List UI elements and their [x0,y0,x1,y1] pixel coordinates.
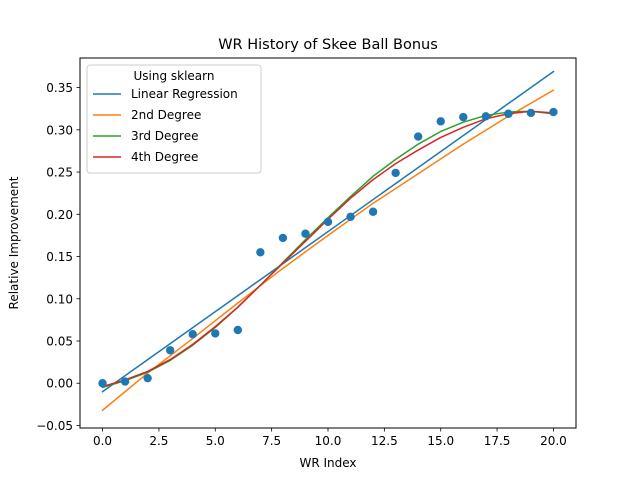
data-point [413,132,423,141]
x-tick-label: 10.0 [315,434,342,448]
data-point [188,330,197,339]
y-tick-label: 0.10 [46,292,73,306]
y-tick-label: 0.35 [46,81,73,95]
legend-box [86,64,262,174]
y-axis-label: Relative Improvement [7,176,21,309]
x-axis-label: WR Index [299,456,356,470]
x-tick-label: 7.5 [262,434,281,448]
series-line-linear-regression [101,70,555,393]
data-point [323,217,333,227]
data-point [481,112,491,121]
data-point [391,168,400,178]
y-tick-label: −0.05 [36,419,73,433]
x-tick-label: 17.5 [484,434,511,448]
x-tick-label: 5.0 [206,434,225,448]
data-point [233,325,243,335]
data-point [98,379,107,388]
x-tick-label: 20.0 [540,434,567,448]
data-point [278,233,288,243]
data-point [346,212,355,222]
y-axis: −0.05 0.00 0.05 0.10 0.15 0.20 0.25 0.30 0.35 [36,81,80,433]
data-point [165,346,175,355]
data-point [143,373,152,383]
data-point [459,112,468,122]
y-tick-label: 0.25 [46,166,73,180]
series-line-2nd-degree [101,89,555,412]
x-tick-label: 12.5 [371,434,398,448]
legend: Using sklearn Linear Regression 2nd Degre… [86,64,262,174]
plot-area [98,70,558,412]
x-axis: 0.0 2.5 5.0 7.5 10.0 12.5 15.0 17.5 20.0 [93,428,567,448]
y-tick-label: 0.15 [46,250,73,264]
legend-label-2nd-degree: 2nd Degree [131,108,201,122]
y-tick-label: 0.00 [46,377,73,391]
x-tick-label: 0.0 [93,434,112,448]
x-tick-label: 15.0 [427,434,454,448]
legend-label-linear-regression: Linear Regression [131,87,238,101]
legend-title: Using sklearn [133,69,214,83]
data-point [301,229,310,238]
data-point [436,117,445,126]
data-point [368,207,378,216]
data-point [211,329,220,338]
legend-label-3rd-degree: 3rd Degree [131,129,198,143]
data-point [504,109,513,118]
y-tick-label: 0.05 [46,334,73,348]
legend-label-4th-degree: 4th Degree [131,150,198,164]
y-tick-label: 0.30 [46,123,73,137]
data-point [120,377,130,386]
data-point [256,248,265,257]
data-point [526,108,536,118]
data-point [549,107,558,117]
x-tick-label: 2.5 [149,434,168,448]
chart-title: WR History of Skee Ball Bonus [218,37,438,53]
y-tick-label: 0.20 [46,208,73,222]
